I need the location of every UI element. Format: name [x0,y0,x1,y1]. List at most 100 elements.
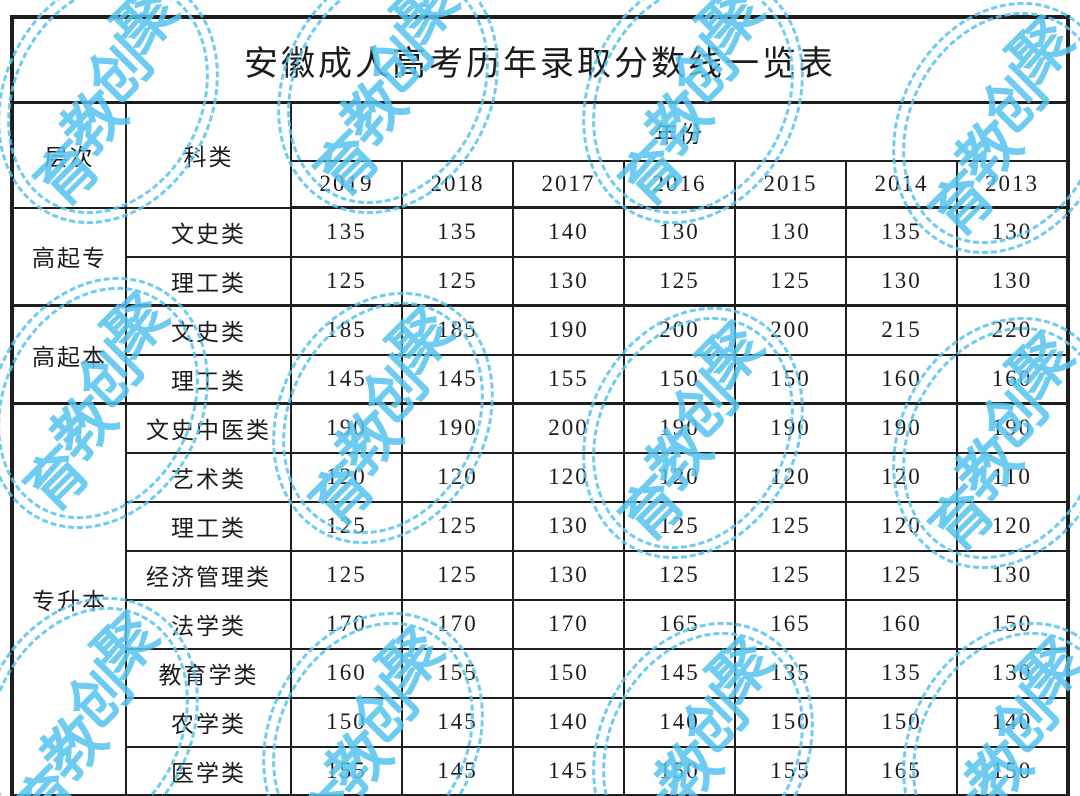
level-cell: 高起本 [11,304,127,405]
score-cell: 160 [845,598,958,650]
year-header: 2019 [290,160,403,209]
score-cell: 150 [956,598,1069,650]
year-header: 2013 [956,160,1069,209]
category-cell: 法学类 [125,598,292,650]
year-header: 2015 [734,160,847,209]
category-cell: 教育学类 [125,647,292,699]
table-title: 安徽成人高考历年录取分数线一览表 [11,16,1069,104]
table-row: 教育学类 160 155 150 145 135 135 130 [12,647,1069,699]
score-cell: 125 [401,549,514,601]
score-cell: 215 [845,304,958,356]
score-cell: 120 [734,451,847,503]
score-cell: 140 [623,696,736,748]
score-cell: 120 [401,451,514,503]
category-cell: 文史中医类 [125,402,292,454]
score-cell: 145 [401,696,514,748]
table-row: 农学类 150 145 140 140 150 150 140 [12,696,1069,748]
score-cell: 135 [845,647,958,699]
score-cell: 190 [845,402,958,454]
score-cell: 190 [734,402,847,454]
score-cell: 125 [623,549,736,601]
score-cell: 130 [956,647,1069,699]
year-header: 2014 [845,160,958,209]
score-cell: 150 [734,696,847,748]
score-cell: 150 [623,745,736,796]
table-row: 法学类 170 170 170 165 165 160 150 [12,598,1069,650]
score-cell: 200 [512,402,625,454]
year-group-header: 年份 [290,101,1069,162]
score-cell: 155 [734,745,847,796]
score-cell: 125 [734,500,847,552]
score-cell: 135 [290,206,403,258]
level-header: 层次 [11,101,127,209]
score-cell: 145 [290,353,403,405]
score-cell: 130 [956,549,1069,601]
score-cell: 160 [956,353,1069,405]
score-cell: 145 [512,745,625,796]
score-cell: 145 [401,745,514,796]
table-row: 专升本 文史中医类 190 190 200 190 190 190 190 [11,402,1069,796]
score-cell: 125 [401,255,514,307]
year-header: 2018 [401,160,514,209]
score-cell: 150 [845,696,958,748]
score-cell: 140 [512,696,625,748]
table-row: 艺术类 120 120 120 120 120 120 110 [12,451,1069,503]
header-row-top: 层次 科类 年份 [11,101,1069,209]
score-cell: 190 [401,402,514,454]
category-cell: 经济管理类 [125,549,292,601]
score-cell: 125 [845,549,958,601]
score-cell: 120 [845,451,958,503]
table-row: 医学类 155 145 145 150 155 165 150 [12,745,1069,796]
score-cell: 200 [623,304,736,356]
score-cell: 125 [734,549,847,601]
category-cell: 理工类 [125,353,292,405]
score-cell: 125 [734,255,847,307]
category-cell: 文史类 [125,304,292,356]
score-cell: 110 [956,451,1069,503]
category-cell: 理工类 [125,255,292,307]
score-cell: 185 [290,304,403,356]
score-cell: 150 [734,353,847,405]
category-cell: 医学类 [125,745,292,796]
score-cell: 145 [401,353,514,405]
score-cell: 120 [845,500,958,552]
score-cell: 170 [512,598,625,650]
score-cell: 150 [512,647,625,699]
score-cell: 135 [734,647,847,699]
table-row: 高起专 文史类 135 135 140 130 130 135 130 [11,206,1069,307]
score-cell: 140 [512,206,625,258]
score-cell: 130 [956,255,1069,307]
score-cell: 125 [290,255,403,307]
category-cell: 理工类 [125,500,292,552]
score-cell: 190 [623,402,736,454]
score-cell: 160 [290,647,403,699]
level-cell: 高起专 [11,206,127,307]
score-cell: 135 [401,206,514,258]
score-cell: 220 [956,304,1069,356]
score-cell: 165 [623,598,736,650]
year-header: 2017 [512,160,625,209]
score-cell: 200 [734,304,847,356]
score-cell: 165 [734,598,847,650]
score-cell: 120 [623,451,736,503]
score-cell: 170 [290,598,403,650]
score-cell: 145 [623,647,736,699]
score-cell: 125 [290,500,403,552]
score-cell: 130 [734,206,847,258]
score-cell: 130 [956,206,1069,258]
score-cell: 120 [512,451,625,503]
level-cell: 专升本 [11,402,127,796]
score-cell: 150 [623,353,736,405]
score-cell: 125 [401,500,514,552]
score-cell: 120 [956,500,1069,552]
category-header: 科类 [125,101,292,209]
score-cell: 150 [290,696,403,748]
score-cell: 155 [512,353,625,405]
score-cell: 155 [401,647,514,699]
score-cell: 165 [845,745,958,796]
header-row-years: 2019 2018 2017 2016 2015 2014 2013 [12,160,1069,209]
score-cell: 125 [623,255,736,307]
table-row: 理工类 125 125 130 125 125 130 130 [12,255,1069,307]
title-row: 安徽成人高考历年录取分数线一览表 [11,16,1069,104]
